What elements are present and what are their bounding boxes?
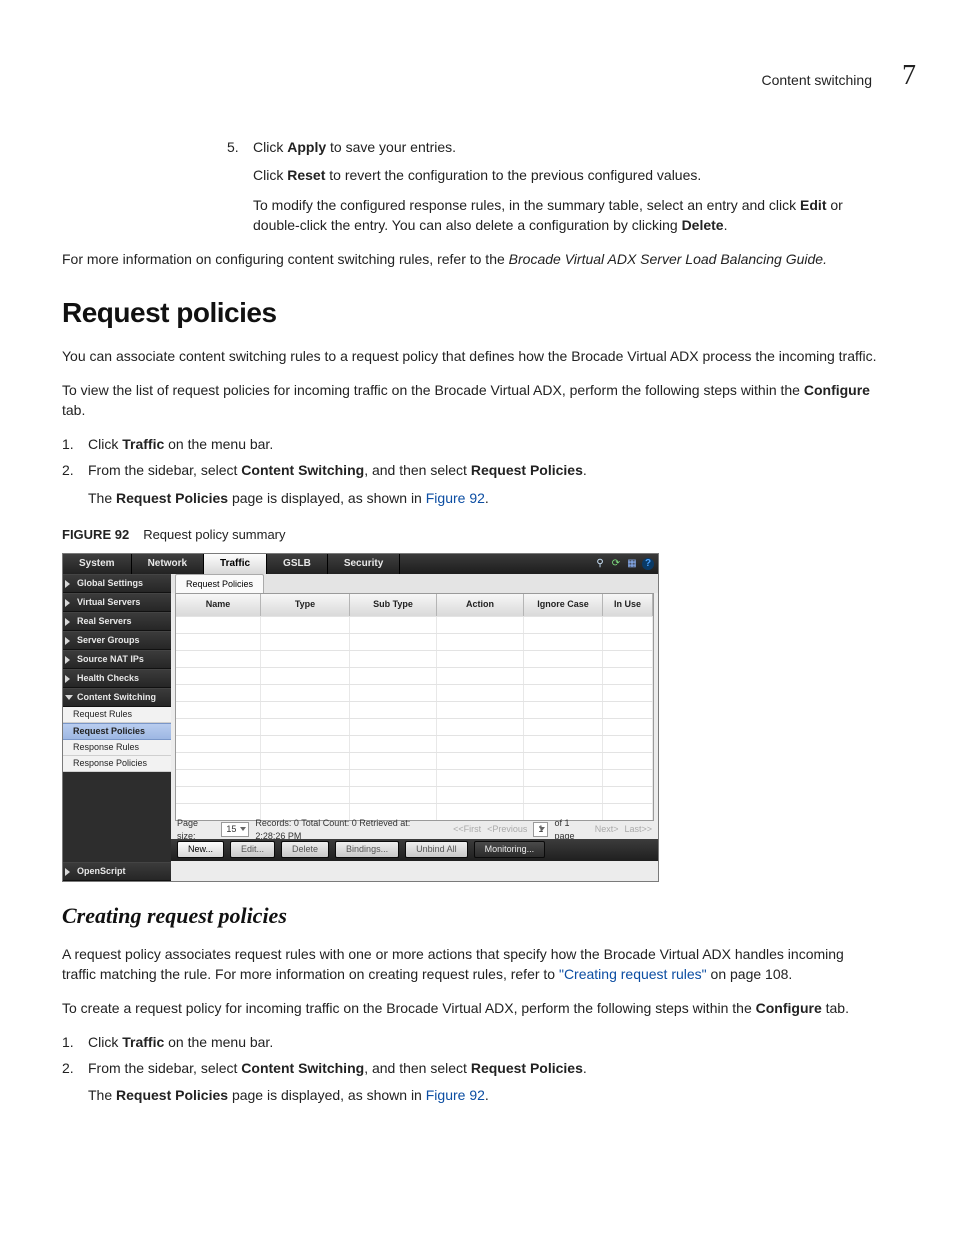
reqpol-view: To view the list of request policies for… bbox=[62, 381, 877, 421]
sidebar-item-content-switching[interactable]: Content Switching bbox=[63, 688, 171, 707]
pager-page-input[interactable]: 1 bbox=[533, 822, 548, 837]
top-tabs: System Network Traffic GSLB Security ⚲ ⟳… bbox=[63, 554, 658, 574]
apply-label: Apply bbox=[287, 139, 326, 155]
edit-label: Edit bbox=[800, 197, 826, 213]
monitoring-button[interactable]: Monitoring... bbox=[474, 841, 546, 858]
chapter-number: 7 bbox=[902, 60, 916, 92]
tab-network[interactable]: Network bbox=[132, 554, 204, 574]
more-info-para: For more information on configuring cont… bbox=[62, 250, 877, 270]
table-row[interactable] bbox=[176, 616, 653, 633]
sidebar-item-virtual-servers[interactable]: Virtual Servers bbox=[63, 593, 171, 612]
step-number: 5. bbox=[227, 138, 239, 158]
help-icon[interactable]: ? bbox=[642, 558, 654, 570]
table-row[interactable] bbox=[176, 667, 653, 684]
page-size-select[interactable]: 15 bbox=[221, 822, 249, 837]
table-row[interactable] bbox=[176, 633, 653, 650]
create-intro: A request policy associates request rule… bbox=[62, 945, 877, 985]
col-type[interactable]: Type bbox=[261, 594, 350, 616]
subtab-bar: Request Policies bbox=[171, 574, 658, 593]
sidebar-item-health-checks[interactable]: Health Checks bbox=[63, 669, 171, 688]
table-row[interactable] bbox=[176, 701, 653, 718]
table-row[interactable] bbox=[176, 769, 653, 786]
sidebar-item-real-servers[interactable]: Real Servers bbox=[63, 612, 171, 631]
tab-security[interactable]: Security bbox=[328, 554, 400, 574]
col-action[interactable]: Action bbox=[437, 594, 524, 616]
reset-label: Reset bbox=[287, 167, 325, 183]
running-header: Content switching bbox=[761, 72, 872, 88]
pager-prev[interactable]: <Previous bbox=[487, 823, 527, 836]
tab-system[interactable]: System bbox=[63, 554, 132, 574]
creating-request-rules-link[interactable]: "Creating request rules" bbox=[559, 966, 707, 982]
save-icon[interactable]: ▦ bbox=[624, 554, 640, 574]
figure-92-link[interactable]: Figure 92 bbox=[426, 490, 485, 506]
figure-92-link-2[interactable]: Figure 92 bbox=[426, 1087, 485, 1103]
col-in-use[interactable]: In Use bbox=[603, 594, 653, 616]
sidebar-item-source-nat-ips[interactable]: Source NAT IPs bbox=[63, 650, 171, 669]
subtab-request-policies[interactable]: Request Policies bbox=[175, 574, 264, 593]
unbind-all-button[interactable]: Unbind All bbox=[405, 841, 468, 858]
sidebar-item-server-groups[interactable]: Server Groups bbox=[63, 631, 171, 650]
delete-label: Delete bbox=[682, 217, 724, 233]
edit-button[interactable]: Edit... bbox=[230, 841, 275, 858]
sidebar-leaf-request-policies[interactable]: Request Policies bbox=[63, 723, 171, 740]
delete-button[interactable]: Delete bbox=[281, 841, 329, 858]
create-steps-lead: To create a request policy for incoming … bbox=[62, 999, 877, 1019]
table-row[interactable] bbox=[176, 786, 653, 803]
col-name[interactable]: Name bbox=[176, 594, 261, 616]
pager-first[interactable]: <<First bbox=[453, 823, 481, 836]
policies-table: Name Type Sub Type Action Ignore Case In… bbox=[175, 593, 654, 821]
screenshot-request-policies: System Network Traffic GSLB Security ⚲ ⟳… bbox=[62, 553, 659, 882]
sidebar-leaf-response-rules[interactable]: Response Rules bbox=[63, 740, 171, 756]
reqpol-intro: You can associate content switching rule… bbox=[62, 347, 877, 367]
bindings-button[interactable]: Bindings... bbox=[335, 841, 399, 858]
sidebar-leaf-request-rules[interactable]: Request Rules bbox=[63, 707, 171, 723]
sidebar-leaf-response-policies[interactable]: Response Policies bbox=[63, 756, 171, 772]
table-row[interactable] bbox=[176, 650, 653, 667]
step-text: Click bbox=[253, 139, 287, 155]
table-row[interactable] bbox=[176, 735, 653, 752]
sidebar-item-global-settings[interactable]: Global Settings bbox=[63, 574, 171, 593]
subsection-creating-request-policies: Creating request policies bbox=[62, 900, 877, 931]
action-bar: New... Edit... Delete Bindings... Unbind… bbox=[171, 839, 658, 861]
figure-caption: FIGURE 92Request policy summary bbox=[62, 526, 877, 544]
col-subtype[interactable]: Sub Type bbox=[350, 594, 437, 616]
tab-gslb[interactable]: GSLB bbox=[267, 554, 328, 574]
pin-icon[interactable]: ⚲ bbox=[592, 554, 608, 574]
section-title-request-policies: Request policies bbox=[62, 293, 877, 333]
tab-traffic[interactable]: Traffic bbox=[204, 554, 267, 574]
sidebar-item-openscript[interactable]: OpenScript bbox=[63, 862, 171, 881]
sidebar: Global Settings Virtual Servers Real Ser… bbox=[63, 574, 171, 881]
table-row[interactable] bbox=[176, 718, 653, 735]
pager-last[interactable]: Last>> bbox=[624, 823, 652, 836]
table-row[interactable] bbox=[176, 684, 653, 701]
new-button[interactable]: New... bbox=[177, 841, 224, 858]
pager: Page size: 15 Records: 0 Total Count: 0 … bbox=[171, 821, 658, 839]
refresh-icon[interactable]: ⟳ bbox=[608, 554, 624, 574]
table-row[interactable] bbox=[176, 752, 653, 769]
pager-next[interactable]: Next> bbox=[595, 823, 619, 836]
col-ignore-case[interactable]: Ignore Case bbox=[524, 594, 603, 616]
